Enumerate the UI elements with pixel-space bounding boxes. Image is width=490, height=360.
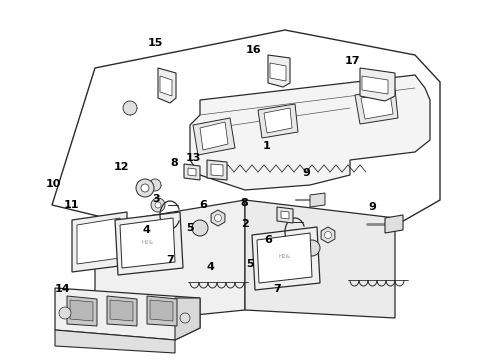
Polygon shape xyxy=(147,296,177,326)
Text: 8: 8 xyxy=(170,158,178,168)
Text: 8: 8 xyxy=(240,198,248,208)
Text: H2&: H2& xyxy=(141,239,153,244)
Circle shape xyxy=(123,101,137,115)
Text: 9: 9 xyxy=(368,202,376,212)
Text: 16: 16 xyxy=(246,45,262,55)
Polygon shape xyxy=(175,298,200,340)
Polygon shape xyxy=(211,210,225,226)
Text: 5: 5 xyxy=(246,258,254,269)
Text: 4: 4 xyxy=(142,225,150,235)
Polygon shape xyxy=(268,55,290,87)
Circle shape xyxy=(136,179,154,197)
Polygon shape xyxy=(70,300,93,321)
Polygon shape xyxy=(193,118,235,155)
Circle shape xyxy=(324,231,332,238)
Polygon shape xyxy=(67,296,97,326)
Text: 10: 10 xyxy=(45,179,61,189)
Polygon shape xyxy=(281,211,289,219)
Polygon shape xyxy=(160,76,172,96)
Polygon shape xyxy=(95,200,245,325)
Polygon shape xyxy=(120,218,175,268)
Text: 15: 15 xyxy=(148,38,164,48)
Polygon shape xyxy=(184,164,200,180)
Text: 2: 2 xyxy=(241,219,249,229)
Polygon shape xyxy=(55,288,200,340)
Polygon shape xyxy=(310,193,325,207)
Text: 5: 5 xyxy=(186,222,194,233)
Text: H2&: H2& xyxy=(278,255,290,260)
Polygon shape xyxy=(200,122,228,150)
Polygon shape xyxy=(362,76,388,94)
Circle shape xyxy=(192,220,208,236)
Polygon shape xyxy=(150,300,173,321)
Circle shape xyxy=(155,202,161,208)
Polygon shape xyxy=(257,233,312,283)
Text: 7: 7 xyxy=(273,284,281,294)
Polygon shape xyxy=(55,330,175,353)
Polygon shape xyxy=(188,168,196,176)
Circle shape xyxy=(59,307,71,319)
Text: 4: 4 xyxy=(207,262,215,272)
Polygon shape xyxy=(107,296,137,326)
Text: 11: 11 xyxy=(63,200,79,210)
Polygon shape xyxy=(252,227,320,290)
Circle shape xyxy=(141,184,149,192)
Circle shape xyxy=(304,240,320,256)
Polygon shape xyxy=(355,89,398,124)
Polygon shape xyxy=(258,104,298,138)
Polygon shape xyxy=(270,63,286,81)
Circle shape xyxy=(149,179,161,191)
Polygon shape xyxy=(207,160,227,180)
Polygon shape xyxy=(360,68,395,101)
Polygon shape xyxy=(72,212,127,272)
Polygon shape xyxy=(361,93,393,119)
Polygon shape xyxy=(190,75,430,190)
Text: 13: 13 xyxy=(186,153,201,163)
Polygon shape xyxy=(277,207,293,223)
Polygon shape xyxy=(264,108,292,133)
Text: 7: 7 xyxy=(167,255,174,265)
Text: 14: 14 xyxy=(55,284,71,294)
Polygon shape xyxy=(385,215,403,233)
Circle shape xyxy=(215,215,221,221)
Text: 17: 17 xyxy=(345,56,361,66)
Polygon shape xyxy=(158,68,176,103)
Polygon shape xyxy=(77,218,120,264)
Polygon shape xyxy=(211,164,223,176)
Polygon shape xyxy=(321,227,335,243)
Circle shape xyxy=(151,198,165,212)
Text: 9: 9 xyxy=(302,168,310,178)
Polygon shape xyxy=(110,300,133,321)
Text: 1: 1 xyxy=(263,141,271,151)
Text: 12: 12 xyxy=(114,162,129,172)
Text: 6: 6 xyxy=(199,200,207,210)
Text: 3: 3 xyxy=(152,194,160,204)
Polygon shape xyxy=(245,200,395,318)
Circle shape xyxy=(180,313,190,323)
Polygon shape xyxy=(115,212,183,275)
Text: 6: 6 xyxy=(265,235,272,246)
